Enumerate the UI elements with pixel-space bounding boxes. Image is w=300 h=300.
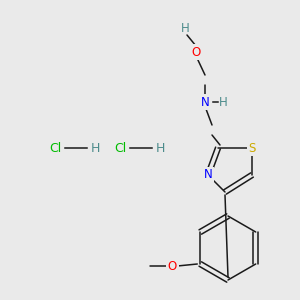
Text: O: O [191,46,201,59]
Text: Cl: Cl [114,142,126,154]
Text: N: N [204,169,212,182]
Text: N: N [201,95,209,109]
Text: H: H [155,142,165,154]
Text: H: H [181,22,189,34]
Text: S: S [248,142,256,154]
Text: Cl: Cl [49,142,61,154]
Text: O: O [168,260,177,272]
Text: H: H [219,97,227,110]
Text: H: H [90,142,100,154]
